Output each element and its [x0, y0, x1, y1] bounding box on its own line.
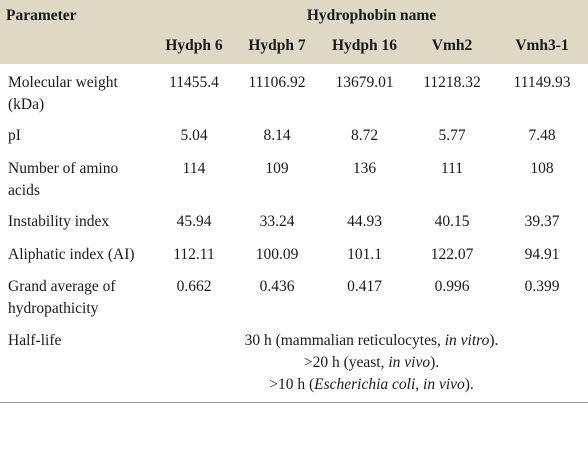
table-header: Parameter Hydrophobin name Hydph 6 Hydph…: [0, 0, 588, 64]
cell-value: 112.11: [173, 246, 215, 263]
cell-value: 39.37: [524, 213, 560, 230]
hydrophobin-properties-table: Parameter Hydrophobin name Hydph 6 Hydph…: [0, 0, 588, 403]
row-label: Number of amino acids: [8, 160, 119, 199]
column-header-vmh3-1: Vmh3-1: [515, 37, 569, 54]
cell-value: 40.15: [434, 213, 470, 230]
half-life-line: >20 h (yeast, in vivo).: [303, 354, 440, 371]
cell-value: 11455.4: [169, 74, 219, 91]
cell-value: 0.662: [176, 278, 212, 295]
row-label: pI: [8, 127, 21, 144]
cell-value: 11218.32: [423, 74, 481, 91]
cell-value: 44.93: [347, 213, 382, 230]
table-row-half-life: Half-life 30 h (mammalian reticulocytes,…: [0, 324, 588, 403]
cell-value: 0.436: [259, 278, 295, 295]
cell-value: 45.94: [176, 213, 212, 230]
cell-value: 0.399: [524, 278, 560, 295]
header-row-group: Parameter Hydrophobin name: [0, 0, 588, 29]
cell-value: 33.24: [259, 213, 295, 230]
column-header-hydph-16: Hydph 16: [331, 37, 398, 54]
cell-value: 13679.01: [335, 74, 394, 91]
cell-value: 8.72: [350, 127, 379, 144]
cell-value: 0.417: [347, 278, 382, 295]
table-row: Number of amino acids 114 109 136 111 10…: [0, 152, 588, 206]
cell-value: 100.09: [255, 246, 299, 263]
row-label: Instability index: [8, 213, 110, 230]
cell-value: 7.48: [528, 127, 556, 144]
cell-value: 5.77: [438, 127, 466, 144]
column-header-hydph-7: Hydph 7: [248, 37, 306, 54]
cell-value: 114: [182, 160, 206, 177]
cell-value: 122.07: [430, 246, 474, 263]
row-label: Molecular weight (kDa): [8, 74, 118, 113]
half-life-line: 30 h (mammalian reticulocytes, in vitro)…: [244, 332, 499, 349]
row-label: Aliphatic index (AI): [8, 246, 135, 263]
hydrophobin-name-header: Hydrophobin name: [306, 7, 437, 24]
cell-value: 11106.92: [248, 74, 306, 91]
table-row: Grand average of hydropathicity 0.662 0.…: [0, 270, 588, 324]
column-header-hydph-6: Hydph 6: [165, 37, 223, 54]
column-header-vmh2: Vmh2: [431, 37, 473, 54]
row-label: Grand average of hydropathicity: [8, 278, 116, 317]
cell-value: 5.04: [180, 127, 208, 144]
cell-value: 136: [352, 160, 377, 177]
table-row: Aliphatic index (AI) 112.11 100.09 101.1…: [0, 238, 588, 270]
table-body: Molecular weight (kDa) 11455.4 11106.92 …: [0, 64, 588, 403]
row-label: Half-life: [0, 324, 155, 403]
cell-value: 108: [530, 160, 554, 177]
table-row: pI 5.04 8.14 8.72 5.77 7.48: [0, 120, 588, 152]
parameter-header: Parameter: [6, 7, 77, 24]
cell-value: 8.14: [263, 127, 291, 144]
cell-value: 11149.93: [513, 74, 571, 91]
cell-value: 101.1: [347, 246, 382, 263]
cell-value: 0.996: [434, 278, 470, 295]
cell-value: 111: [440, 160, 464, 177]
half-life-cell: 30 h (mammalian reticulocytes, in vitro)…: [155, 324, 588, 403]
cell-value: 94.91: [524, 246, 560, 263]
table-row: Molecular weight (kDa) 11455.4 11106.92 …: [0, 64, 588, 120]
table-row: Instability index 45.94 33.24 44.93 40.1…: [0, 206, 588, 238]
half-life-line: >10 h (Escherichia coli, in vivo).: [269, 376, 474, 393]
cell-value: 109: [265, 160, 289, 177]
